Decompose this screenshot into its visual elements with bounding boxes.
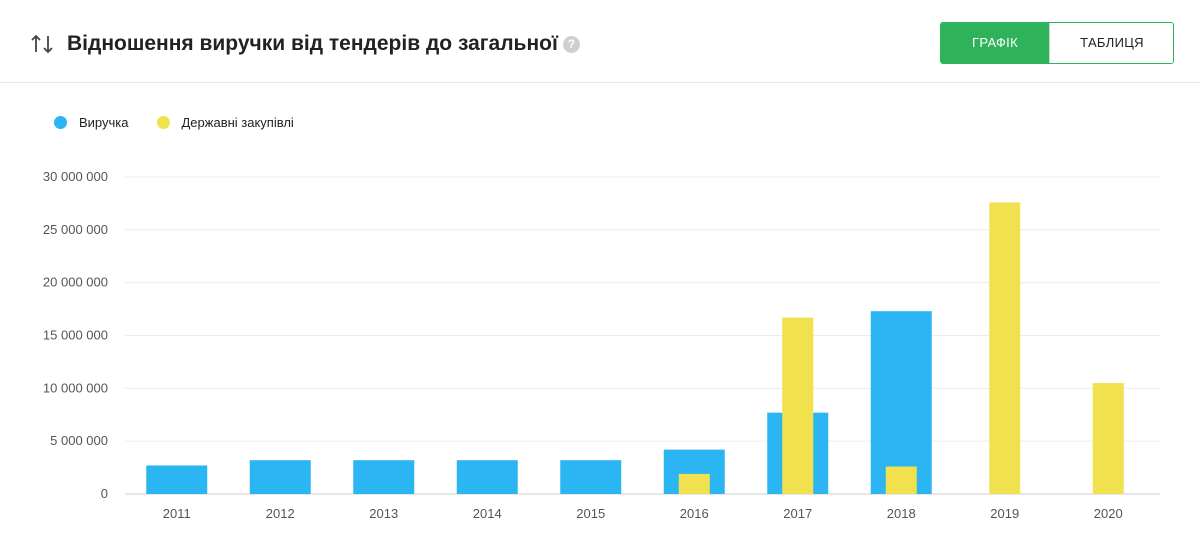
chart-header: Відношення виручки від тендерів до загал… bbox=[0, 0, 1200, 83]
y-tick-label: 20 000 000 bbox=[43, 275, 108, 290]
legend-dot-procurement bbox=[156, 116, 170, 129]
bar-procurement bbox=[1092, 383, 1124, 494]
bar-revenue bbox=[870, 311, 932, 494]
bar-procurement bbox=[782, 317, 814, 494]
chart-legend: Виручка Державні закупівлі bbox=[54, 115, 322, 130]
y-tick-label: 25 000 000 bbox=[43, 222, 108, 237]
tab-graph[interactable]: ГРАФІК bbox=[941, 23, 1049, 63]
y-tick-label: 10 000 000 bbox=[43, 380, 108, 395]
x-tick-label: 2012 bbox=[266, 506, 295, 521]
view-toggle: ГРАФІК ТАБЛИЦЯ bbox=[940, 22, 1174, 64]
chart-title-text: Відношення виручки від тендерів до загал… bbox=[67, 32, 558, 55]
x-tick-label: 2014 bbox=[473, 506, 502, 521]
legend-item-procurement[interactable]: Державні закупівлі bbox=[156, 115, 294, 130]
tab-table[interactable]: ТАБЛИЦЯ bbox=[1049, 23, 1173, 63]
bar-revenue bbox=[146, 465, 208, 494]
bar-procurement bbox=[989, 202, 1021, 495]
x-tick-label: 2016 bbox=[680, 506, 709, 521]
x-tick-label: 2019 bbox=[990, 506, 1019, 521]
bar-revenue bbox=[456, 460, 518, 494]
help-icon[interactable]: ? bbox=[562, 35, 580, 53]
legend-item-revenue[interactable]: Виручка bbox=[54, 115, 129, 130]
x-tick-label: 2020 bbox=[1094, 506, 1123, 521]
y-tick-label: 0 bbox=[101, 486, 108, 501]
x-tick-label: 2017 bbox=[783, 506, 812, 521]
y-tick-label: 15 000 000 bbox=[43, 328, 108, 343]
x-tick-label: 2015 bbox=[576, 506, 605, 521]
chart-title: Відношення виручки від тендерів до загал… bbox=[67, 32, 580, 56]
legend-label-revenue: Виручка bbox=[79, 115, 129, 130]
bar-revenue bbox=[249, 460, 311, 494]
sort-arrows-icon bbox=[31, 34, 53, 54]
legend-dot-revenue bbox=[54, 116, 67, 129]
y-tick-label: 5 000 000 bbox=[50, 433, 108, 448]
x-tick-label: 2013 bbox=[369, 506, 398, 521]
bar-revenue bbox=[353, 460, 415, 494]
x-tick-label: 2018 bbox=[887, 506, 916, 521]
bar-revenue bbox=[560, 460, 622, 494]
legend-label-procurement: Державні закупівлі bbox=[181, 115, 294, 130]
x-tick-label: 2011 bbox=[163, 506, 191, 521]
bar-procurement bbox=[885, 466, 917, 494]
bar-procurement bbox=[678, 473, 710, 494]
y-tick-label: 30 000 000 bbox=[43, 169, 108, 184]
